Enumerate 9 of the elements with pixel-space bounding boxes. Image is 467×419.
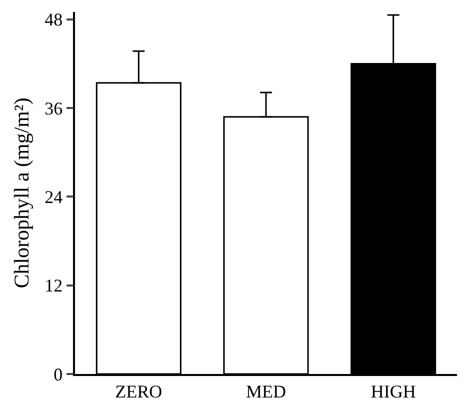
y-tick-label: 36 bbox=[44, 98, 63, 118]
y-tick-label: 48 bbox=[44, 10, 63, 30]
y-tick-label: 12 bbox=[44, 276, 63, 296]
x-tick-label: ZERO bbox=[115, 381, 162, 402]
x-tick-label: HIGH bbox=[370, 381, 416, 402]
y-axis-title: Chlorophyll a (mg/m²) bbox=[9, 98, 34, 288]
x-tick-label: MED bbox=[246, 381, 286, 402]
y-tick-label: 24 bbox=[44, 186, 63, 207]
y-tick-label: 0 bbox=[54, 364, 63, 384]
